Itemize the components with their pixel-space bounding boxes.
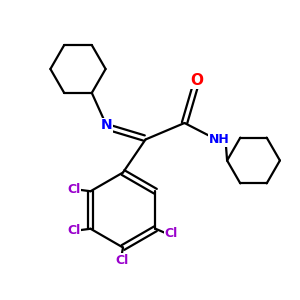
Text: Cl: Cl	[115, 254, 128, 267]
Text: Cl: Cl	[164, 227, 178, 240]
Text: NH: NH	[208, 133, 230, 146]
Text: O: O	[190, 73, 203, 88]
Text: Cl: Cl	[68, 183, 81, 196]
Text: N: N	[101, 118, 112, 132]
Text: Cl: Cl	[68, 224, 81, 237]
